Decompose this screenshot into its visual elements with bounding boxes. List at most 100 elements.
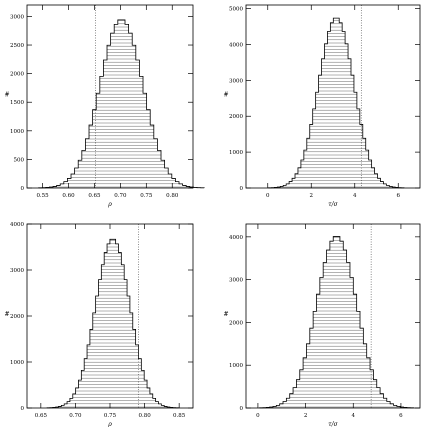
histogram-bar: [124, 280, 127, 408]
histogram-bar: [114, 24, 118, 188]
histogram-bar: [295, 174, 298, 188]
histogram-bar: [100, 76, 104, 188]
histogram-bar: [370, 370, 373, 408]
histogram-bar: [64, 404, 67, 408]
histogram-outline: [38, 19, 205, 189]
histogram-bar: [306, 344, 309, 408]
histogram-bar: [153, 398, 156, 408]
histogram-bars: [260, 237, 414, 408]
histogram-bar: [292, 178, 295, 188]
histogram-bar: [320, 278, 323, 408]
histogram-outline: [259, 236, 414, 409]
x-tick-label: 0: [256, 413, 260, 419]
y-tick-label: 4000: [10, 222, 24, 228]
y-tick-label: 2000: [10, 72, 24, 78]
histogram-hatch: [259, 237, 414, 408]
y-tick-label: 1000: [229, 150, 243, 156]
panel-bottom-right: 0 2 4 6 0 1000 2000 3000 4000 τ/σ #: [223, 223, 421, 427]
x-tick-label: 0.70: [69, 413, 82, 419]
y-tick-label: 0: [21, 406, 25, 412]
histogram-bar: [60, 184, 64, 188]
histogram-bar: [336, 18, 339, 188]
x-axis-label: τ/σ: [328, 421, 338, 427]
y-tick-label: 4000: [229, 235, 243, 241]
x-tick-label: 6: [397, 193, 401, 199]
histogram-bar: [383, 184, 386, 188]
y-tick-label: 1000: [10, 360, 24, 366]
y-tick-label: 1000: [229, 363, 243, 369]
histogram-hatch: [47, 240, 179, 408]
histogram-bar: [354, 92, 357, 188]
histogram-bar: [168, 174, 172, 188]
histogram-bar: [366, 150, 369, 188]
histogram-bar: [103, 60, 107, 188]
x-tick-label: 0.75: [140, 193, 153, 199]
histogram-bar: [286, 398, 289, 408]
histogram-bar: [125, 24, 129, 188]
histogram-bars: [268, 18, 404, 188]
histogram-bar: [327, 250, 330, 408]
x-axis-label: τ/σ: [328, 201, 338, 208]
histogram-bar: [339, 23, 342, 188]
x-tick-label: 0: [266, 193, 270, 199]
histogram-hatch: [268, 20, 405, 188]
histogram-bar: [147, 110, 151, 188]
histogram-bar: [377, 388, 380, 408]
x-tick-label: 4: [352, 413, 356, 419]
histogram-bar: [150, 394, 153, 408]
histogram-bar: [70, 398, 73, 408]
histogram-bar: [310, 124, 313, 188]
histogram-bar: [81, 370, 84, 408]
histogram-bar: [139, 76, 143, 188]
histogram-bar: [357, 311, 360, 408]
histogram-bar: [343, 250, 346, 408]
x-axis-label: ρ: [107, 201, 112, 208]
y-tick-label: 0: [240, 186, 244, 192]
y-tick-label: 0: [240, 406, 244, 412]
histogram-bar: [300, 370, 303, 408]
y-tick-label: 1000: [10, 129, 24, 135]
histogram-bar: [363, 344, 366, 408]
histogram-bar: [316, 92, 319, 188]
histogram-bar: [360, 328, 363, 408]
x-tick-label: 0.70: [114, 193, 127, 199]
histogram-bar: [375, 174, 378, 188]
histogram-bar: [89, 125, 93, 188]
histogram-bar: [323, 262, 326, 408]
histogram-bar: [107, 244, 110, 408]
plot-frame: [245, 223, 421, 409]
y-axis-label: #: [223, 92, 228, 99]
histogram-bar: [280, 404, 283, 408]
histogram-bar: [82, 151, 86, 188]
plot-frame: [26, 4, 194, 189]
panel-top-left: 0.55 0.60 0.65 0.70 0.75 0.80 0 500 1000 1500 2000…: [4, 4, 205, 208]
histogram-bar: [141, 370, 144, 408]
y-tick-label: 1500: [10, 100, 24, 106]
histogram-bar: [333, 237, 336, 408]
histogram-hatch: [38, 20, 193, 188]
histogram-bar: [310, 328, 313, 408]
y-tick-label: 4000: [229, 42, 243, 48]
histogram-outline: [268, 17, 405, 189]
x-tick-label: 0.75: [104, 413, 117, 419]
histogram-bar: [87, 345, 90, 408]
histogram-bar: [158, 404, 161, 408]
x-tick-label: 0.80: [138, 413, 151, 419]
histogram-bar: [380, 394, 383, 408]
histogram-bar: [330, 23, 333, 188]
y-tick-label: 2500: [10, 43, 24, 49]
y-axis-label: #: [4, 311, 9, 318]
y-tick-label: 3000: [229, 278, 243, 284]
histogram-bar: [71, 174, 75, 188]
histogram-bar: [116, 244, 119, 408]
histogram-bar: [179, 184, 183, 188]
panel-top-right: 0 2 4 6 0 1000 2000 3000 4000 5000 τ/σ #: [223, 4, 421, 208]
y-axis-label: #: [223, 311, 228, 318]
histogram-bar: [293, 388, 296, 408]
histogram-bar: [350, 278, 353, 408]
y-tick-label: 5000: [229, 7, 243, 13]
y-tick-label: 2000: [229, 114, 243, 120]
histogram-bar: [67, 178, 71, 188]
histogram-outline: [46, 238, 179, 409]
